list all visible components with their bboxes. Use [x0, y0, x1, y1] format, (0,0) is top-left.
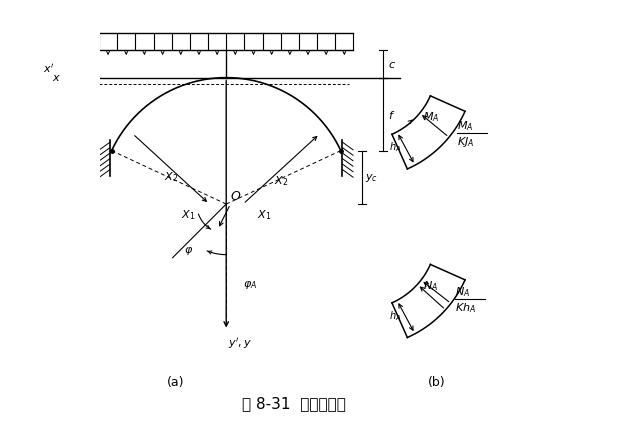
Text: $M_A$: $M_A$ [458, 119, 474, 133]
Text: $\varphi$: $\varphi$ [184, 245, 193, 257]
Text: $N_A$: $N_A$ [455, 285, 470, 299]
Text: $Kh_A$: $Kh_A$ [455, 300, 476, 314]
Text: $y', y$: $y', y$ [229, 335, 253, 350]
Text: 图 8-31  平拱计算图: 图 8-31 平拱计算图 [242, 396, 345, 411]
Text: $O$: $O$ [230, 190, 242, 202]
Text: $\varphi_A$: $\varphi_A$ [243, 279, 257, 291]
Text: (b): (b) [428, 375, 446, 388]
Text: $h_A$: $h_A$ [389, 308, 402, 322]
Text: $f$: $f$ [388, 109, 396, 121]
Text: $X_1$: $X_1$ [181, 207, 196, 222]
Text: $x$: $x$ [52, 73, 61, 83]
Text: $x'$: $x'$ [43, 62, 55, 75]
Text: $y_c$: $y_c$ [365, 172, 378, 184]
Text: (a): (a) [167, 375, 184, 388]
Text: $X_2$: $X_2$ [165, 170, 179, 184]
Text: $X_1$: $X_1$ [257, 207, 271, 222]
Text: $KJ_A$: $KJ_A$ [458, 135, 474, 149]
Text: $M_A$: $M_A$ [424, 110, 440, 124]
Text: $h_A$: $h_A$ [389, 140, 402, 154]
Text: $c$: $c$ [388, 60, 396, 70]
Text: $X_2$: $X_2$ [274, 174, 288, 188]
Text: $N_A$: $N_A$ [424, 278, 438, 292]
